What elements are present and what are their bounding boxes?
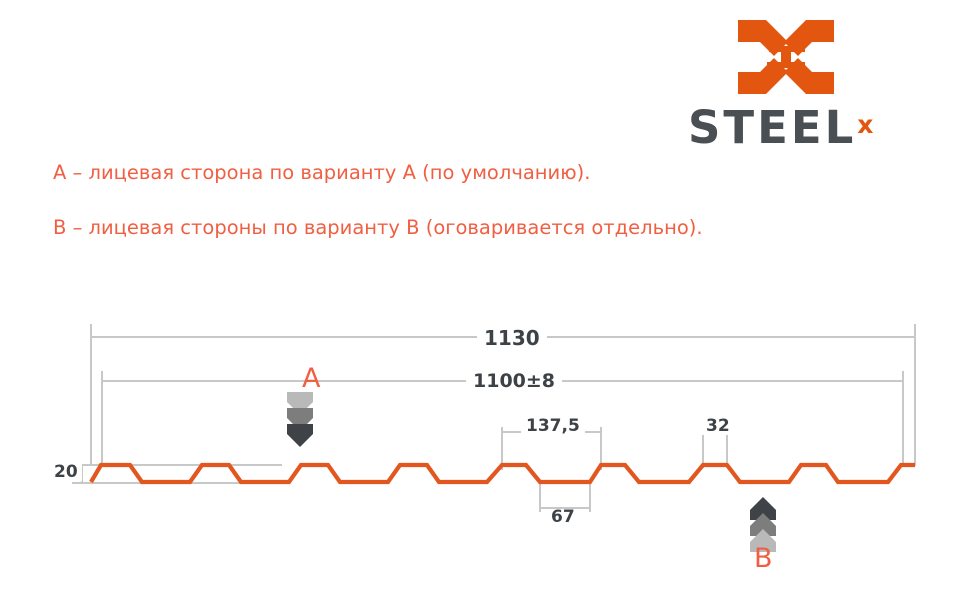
- steelx-x-logo-icon: [738, 20, 834, 94]
- side-marker-letter-b: В: [754, 543, 773, 574]
- chevron-down-icon-medium: [287, 408, 313, 431]
- chevron-down-icon-group: [287, 392, 313, 447]
- note-variant-b: В – лицевая стороны по варианту В (огова…: [53, 216, 703, 239]
- dimension-label-crest-width: 32: [702, 418, 734, 435]
- chevron-up-icon-dark: [750, 497, 776, 520]
- chevron-up-icon-group: [750, 497, 776, 552]
- corrugated-profile-polyline: [89, 462, 915, 485]
- chevron-down-icon-light: [287, 392, 313, 415]
- dimension-label-profile-height: 20: [50, 464, 82, 481]
- dimension-label-total-width: 1130: [477, 328, 547, 348]
- brand-wordmark-superscript: x: [857, 110, 874, 139]
- note-variant-a: А – лицевая сторона по варианту А (по ум…: [53, 161, 591, 184]
- marker-side-a: [287, 392, 313, 447]
- brand-logo: STEEL x: [688, 18, 918, 150]
- chevron-up-icon-medium: [750, 513, 776, 536]
- dimension-label-valley-width: 67: [546, 509, 580, 526]
- brand-wordmark-text: STEEL: [688, 101, 857, 154]
- marker-side-b: [750, 497, 776, 552]
- dimension-label-wave-pitch: 137,5: [521, 418, 585, 435]
- chevron-up-icon-light: [750, 529, 776, 552]
- chevron-down-icon-dark: [287, 424, 313, 447]
- brand-wordmark: STEEL x: [688, 104, 918, 150]
- side-marker-letter-a: А: [302, 363, 321, 394]
- dimension-label-useful-width: 1100±8: [466, 372, 563, 391]
